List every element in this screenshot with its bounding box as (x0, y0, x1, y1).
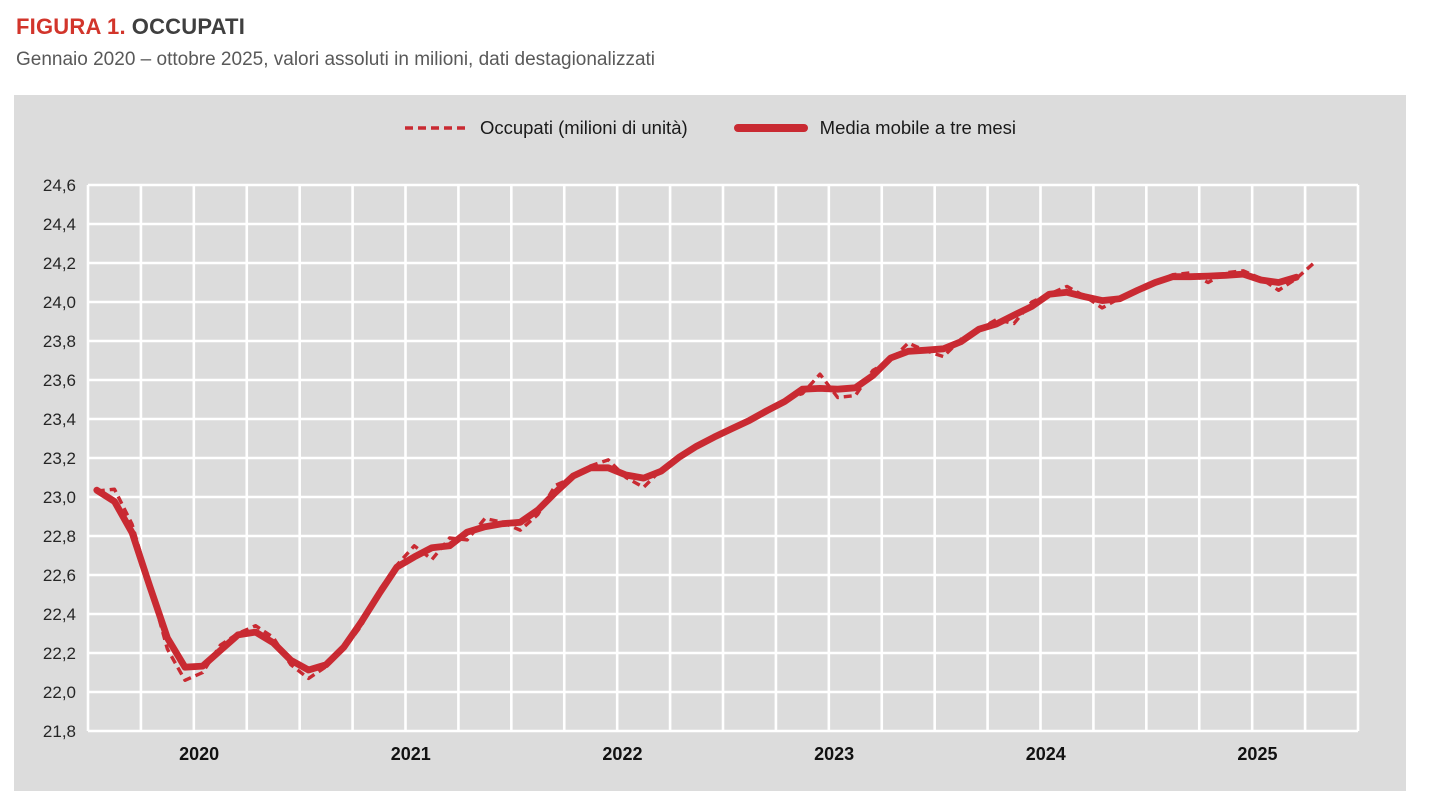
y-tick-label: 24,4 (43, 215, 76, 234)
y-tick-label: 21,8 (43, 722, 76, 741)
occupati-chart: Occupati (milioni di unità) Media mobile… (14, 95, 1406, 791)
y-axis-labels: 24,6 24,4 24,2 24,0 23,8 23,6 23,4 23,2 23,0 22,8… (43, 176, 76, 741)
series-media-mobile (93, 270, 1300, 674)
figure-subtitle: Gennaio 2020 – ottobre 2025, valori asso… (16, 49, 656, 70)
y-tick-label: 24,2 (43, 254, 76, 273)
legend-item-media-mobile: Media mobile a tre mesi (733, 117, 1017, 139)
y-tick-label: 22,2 (43, 644, 76, 663)
chart-legend: Occupati (milioni di unità) Media mobile… (14, 117, 1406, 139)
figure-title-text: OCCUPATI (131, 14, 246, 39)
gridlines (86, 183, 1360, 733)
x-tick-label: 2020 (179, 744, 219, 764)
series-occupati (96, 261, 1316, 682)
x-tick-label: 2024 (1026, 744, 1066, 764)
y-tick-label: 23,6 (43, 371, 76, 390)
legend-label-occupati: Occupati (milioni di unità) (479, 117, 688, 138)
y-tick-label: 24,6 (43, 176, 76, 195)
y-tick-label: 23,0 (43, 488, 76, 507)
y-tick-label: 23,8 (43, 332, 76, 351)
dashed-line-icon (404, 126, 467, 130)
x-tick-label: 2022 (602, 744, 642, 764)
legend-item-occupati: Occupati (milioni di unità) (404, 117, 688, 139)
legend-label-media-mobile: Media mobile a tre mesi (819, 117, 1017, 138)
x-tick-label: 2025 (1237, 744, 1277, 764)
figure-title: FIGURA 1. OCCUPATI (16, 14, 655, 40)
x-tick-label: 2023 (814, 744, 854, 764)
y-tick-label: 23,4 (43, 410, 76, 429)
y-tick-label: 22,8 (43, 527, 76, 546)
plot-area: 24,6 24,4 24,2 24,0 23,8 23,6 23,4 23,2 23,0 22,8… (43, 176, 1360, 764)
figure-header: FIGURA 1. OCCUPATI Gennaio 2020 – ottobre… (16, 14, 655, 71)
solid-line-icon (733, 124, 808, 132)
y-tick-label: 22,4 (43, 605, 76, 624)
y-tick-label: 23,2 (43, 449, 76, 468)
y-tick-label: 22,0 (43, 683, 76, 702)
x-axis-labels: 2020 2021 2022 2023 2024 2025 (179, 744, 1277, 764)
figure-number-label: FIGURA 1. (16, 14, 126, 39)
y-tick-label: 22,6 (43, 566, 76, 585)
y-tick-label: 24,0 (43, 293, 76, 312)
x-tick-label: 2021 (391, 744, 431, 764)
